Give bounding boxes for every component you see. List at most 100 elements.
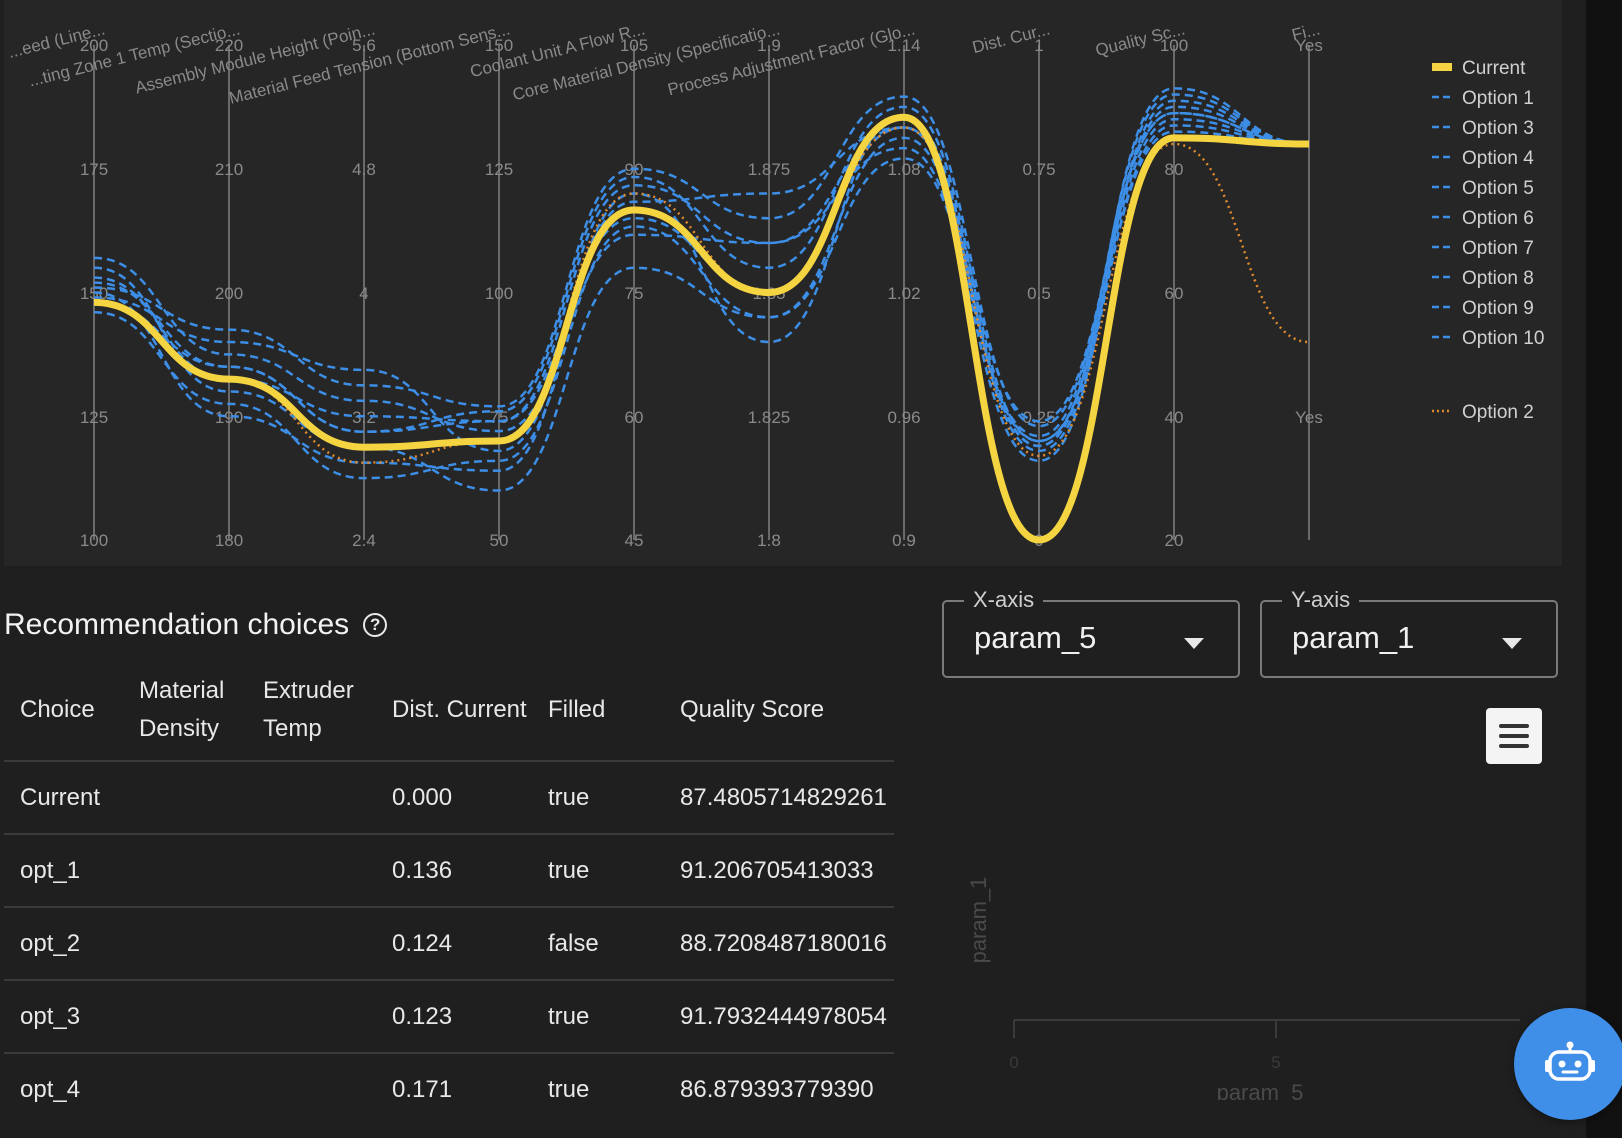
parallel-axis[interactable]: YesYesFi... [1290,19,1323,540]
axis-tick-label: 1.02 [887,284,920,303]
axis-tick-label: 1 [1034,36,1043,55]
axis-tick-label: 1.08 [887,160,920,179]
chart-menu-button[interactable] [1486,708,1542,764]
table-cell [123,760,247,834]
table-row[interactable]: opt_1 0.136 true 91.206705413033 [4,833,894,907]
table-row[interactable]: Current 0.000 true 87.4805714829261 [4,760,894,834]
axis-tick-label: 50 [490,531,509,550]
chevron-down-icon[interactable] [1502,638,1522,649]
legend-label: Option 8 [1462,268,1534,289]
series-line[interactable] [93,111,1310,433]
legend-item[interactable]: Option 9 [1432,298,1534,319]
table-cell [123,906,247,980]
legend-item[interactable]: Option 5 [1432,178,1534,199]
axis-tick-label: 5.6 [352,36,376,55]
legend-label: Current [1462,58,1526,79]
axis-tick-label: 100 [1160,36,1188,55]
axis-tick-label: 175 [80,160,108,179]
legend-item[interactable]: Option 6 [1432,208,1534,229]
table-cell: true [532,979,664,1053]
column-header[interactable]: Extruder Temp [263,677,354,742]
legend-item[interactable]: Option 4 [1432,148,1534,169]
axis-tick-label: 105 [620,36,648,55]
series-line[interactable] [93,126,1310,464]
legend-label: Option 2 [1462,402,1534,423]
series-line[interactable] [93,93,1310,492]
legend-label: Option 7 [1462,238,1534,259]
section-title-text: Recommendation choices [4,608,350,641]
table-cell: 91.206705413033 [664,833,894,907]
series-line[interactable] [93,130,1310,480]
legend-label: Option 4 [1462,148,1534,169]
table-cell: true [532,760,664,834]
legend-label: Option 10 [1462,328,1544,349]
table-cell: 86.879393779390 [664,1052,894,1125]
legend-item[interactable]: Current [1432,58,1526,79]
series-line[interactable] [93,87,1310,472]
chevron-down-icon[interactable] [1184,638,1204,649]
legend-item[interactable]: Option 7 [1432,238,1534,259]
y-axis-select-label: Y-axis [1282,587,1360,613]
table-cell: Current [4,760,123,834]
series-line[interactable] [93,113,1310,544]
table-cell: opt_3 [4,979,123,1053]
assistant-button[interactable] [1514,1008,1622,1120]
legend-item[interactable]: Option 1 [1432,88,1534,109]
legend-item[interactable]: Option 8 [1432,268,1534,289]
help-circle-icon[interactable]: ? [363,613,388,637]
axis-tick-label: 100 [80,531,108,550]
axis-tick-label: 200 [80,36,108,55]
table-cell: true [532,833,664,907]
table-row[interactable]: opt_2 0.124 false 88.7208487180016 [4,906,894,980]
recommendation-choices-heading: Recommendation choices ? [4,608,388,642]
table-cell: 0.123 [376,979,532,1053]
legend-item[interactable]: Option 10 [1432,328,1544,349]
series-line[interactable] [93,124,1310,453]
table-cell [247,833,376,907]
axis-tick-label: 4 [359,284,368,303]
column-header[interactable]: Quality Score [680,696,825,723]
axis-tick-label: 45 [625,531,644,550]
axis-tick-label: 0.9 [892,531,916,550]
table-row[interactable]: opt_3 0.123 true 91.7932444978054 [4,979,894,1053]
column-header[interactable]: Dist. Current [392,696,527,723]
legend-item[interactable]: Option 3 [1432,118,1534,139]
column-header[interactable]: Material Density [139,677,225,742]
axis-tick-label: 60 [625,408,644,427]
legend-label: Option 9 [1462,298,1534,319]
table-cell: opt_4 [4,1052,123,1125]
column-header[interactable]: Choice [20,696,95,723]
recommendation-table: Choice Material Density Extruder Temp Di… [4,664,894,1125]
axis-tick-label: 2.4 [352,531,376,550]
series-line[interactable] [93,105,1310,453]
y-axis-select[interactable]: Y-axis param_1 [1260,587,1558,678]
axis-tick-label: 60 [1165,284,1184,303]
table-cell: 0.124 [376,906,532,980]
table-cell [123,979,247,1053]
axis-tick-label: 125 [80,408,108,427]
axis-tick-label: 4.8 [352,160,376,179]
mini-plot-x-tick-label: 0 [1009,1053,1018,1072]
legend-item[interactable]: Option 2 [1432,402,1534,423]
column-header[interactable]: Filled [548,696,606,723]
mini-plot-x-label: param_5 [1217,1080,1304,1100]
axis-tick-label: 210 [215,160,243,179]
axis-tick-label: 1.14 [887,36,920,55]
table-cell: false [532,906,664,980]
x-axis-select[interactable]: X-axis param_5 [942,587,1240,678]
table-cell: 91.7932444978054 [664,979,894,1053]
robot-icon [1545,1041,1595,1081]
series-line[interactable] [93,99,1310,463]
legend-label: Option 5 [1462,178,1534,199]
series-line[interactable] [93,95,1310,428]
table-row[interactable]: opt_4 0.171 true 86.879393779390 [4,1052,894,1125]
axis-tick-label: 180 [215,531,243,550]
page-scrollbar[interactable] [1586,0,1622,1138]
y-axis-select-value: param_1 [1292,620,1415,655]
axis-tick-label: 40 [1165,408,1184,427]
axis-tick-label: 190 [215,408,243,427]
